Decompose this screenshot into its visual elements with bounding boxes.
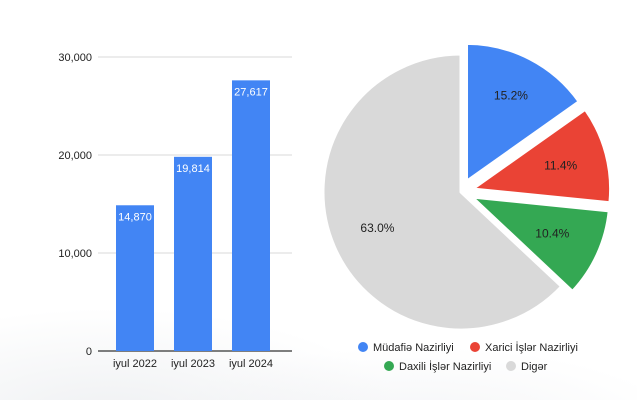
legend-label: Digər — [521, 361, 548, 373]
bar — [116, 205, 154, 351]
bar — [232, 80, 270, 352]
legend-label: Müdafiə Nazirliyi — [373, 342, 454, 354]
pie-slice — [471, 107, 613, 205]
legend-label: Xarici İşlər Nazirliyi — [485, 341, 578, 354]
bar-x-axis: iyul 2022 iyul 2023 iyul 2024 — [113, 358, 273, 370]
pie-slice-label: 10.4% — [535, 227, 569, 241]
pie-slice — [321, 52, 564, 332]
bar-x-tick-label: iyul 2023 — [171, 358, 215, 370]
pie-slices — [321, 41, 613, 332]
pie-slice-labels: 15.2% 11.4% 10.4% 63.0% — [360, 89, 577, 241]
legend-swatch — [470, 342, 480, 352]
legend-label: Daxili İşlər Nazirliyi — [399, 360, 491, 373]
bar-data-label: 19,814 — [176, 163, 210, 175]
bar-series: 14,870 19,814 27,617 — [116, 80, 270, 352]
bar-y-tick-label: 30,000 — [58, 52, 92, 64]
bar-y-tick-label: 0 — [86, 346, 92, 358]
bar-x-tick-label: iyul 2024 — [229, 358, 273, 370]
pie-legend: Müdafiə Nazirliyi Xarici İşlər Nazirliyi D… — [358, 341, 578, 373]
bar-chart: 0 10,000 20,000 30,000 14,870 19,814 27,617 i… — [58, 52, 292, 370]
legend-swatch — [384, 361, 394, 371]
pie-slice — [470, 195, 611, 293]
bar-y-axis: 0 10,000 20,000 30,000 — [58, 52, 92, 358]
pie-slice-label: 15.2% — [494, 89, 528, 103]
bar-x-tick-label: iyul 2022 — [113, 358, 157, 370]
pie-slice-label: 63.0% — [360, 221, 394, 235]
bar-y-tick-label: 10,000 — [58, 248, 92, 260]
pie-slice-label: 11.4% — [544, 159, 577, 173]
legend-swatch — [358, 342, 368, 352]
legend-swatch — [506, 361, 516, 371]
pie-chart: 15.2% 11.4% 10.4% 63.0% — [321, 41, 613, 332]
bar-data-label: 27,617 — [234, 86, 268, 98]
pie-slice — [465, 41, 581, 183]
bar — [174, 156, 212, 351]
bar-data-label: 14,870 — [118, 211, 152, 223]
bar-y-tick-label: 20,000 — [58, 150, 92, 162]
